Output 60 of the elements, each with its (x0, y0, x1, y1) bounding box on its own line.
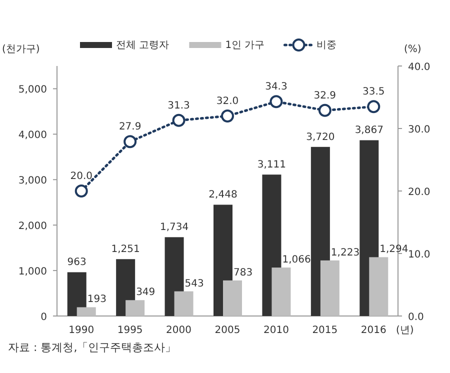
point (367, 100, 380, 114)
data-label: 543 (184, 278, 204, 290)
x-tick-label: 2000 (166, 325, 192, 336)
y-axis-title: (천가구) (2, 44, 40, 55)
data-label: 20.0 (70, 171, 92, 182)
y-tick-label: 5,000 (18, 84, 47, 96)
y-tick-label: 3,000 (18, 176, 47, 187)
y2-tick-label: 20.0 (408, 187, 430, 198)
data-label: 1,294 (380, 244, 408, 256)
x-tick-label: 1990 (68, 325, 94, 336)
data-label: 783 (234, 267, 253, 278)
point (124, 135, 137, 148)
x-tick-label: 2016 (360, 325, 386, 336)
x-tick-label: 1995 (117, 325, 143, 336)
x-tick-label: 2010 (263, 325, 289, 336)
legend-label: 비중 (316, 40, 337, 51)
text: 자료 : 통계청,「인구주택총조사」 (8, 341, 176, 354)
y-tick-label: 4,000 (18, 130, 47, 142)
y2-tick-label: 0.0 (408, 312, 424, 323)
data-label: 3,111 (257, 160, 286, 171)
x-axis-title: (년) (396, 325, 414, 336)
y2-tick-label: 40.0 (408, 62, 430, 73)
point (172, 114, 186, 127)
data-label: 1,734 (160, 222, 189, 234)
data-label: 31.3 (168, 100, 190, 112)
legend-label: 1인 가구 (225, 40, 265, 51)
bar (320, 260, 340, 316)
bar (126, 300, 145, 316)
legend-label: 전체 고령자 (116, 40, 170, 51)
data-label: 27.9 (118, 122, 142, 133)
data-label: 1,223 (330, 247, 360, 258)
bar (272, 268, 291, 316)
data-label: 32.9 (314, 90, 336, 102)
data-label: 2,448 (208, 190, 238, 201)
point (318, 104, 332, 117)
data-label: 33.5 (362, 86, 385, 98)
bar (174, 291, 194, 316)
y2-tick-label: 30.0 (408, 124, 430, 136)
bar (223, 280, 242, 316)
y-tick-label: 2,000 (18, 221, 47, 232)
data-label: 1,251 (111, 244, 140, 256)
data-label: 193 (87, 294, 106, 306)
point (270, 95, 283, 108)
point (221, 110, 234, 122)
y-tick-label: 1,000 (18, 266, 47, 278)
y2-tick-label: 10.0 (408, 250, 430, 260)
point (74, 184, 88, 198)
data-label: 34.3 (265, 82, 288, 93)
bar (369, 257, 388, 316)
data-label: 1,066 (282, 254, 311, 266)
data-label: 3,867 (354, 125, 384, 136)
y-tick-label: 0 (40, 312, 47, 323)
y2-axis-title: (%) (404, 44, 422, 55)
data-label: 963 (67, 257, 86, 268)
data-label: 32.0 (216, 96, 239, 107)
bar (76, 307, 96, 316)
data-label: 3,720 (306, 132, 335, 143)
data-label: 349 (136, 287, 156, 298)
x-tick-label: 2005 (214, 325, 240, 336)
x-tick-label: 2015 (312, 325, 338, 336)
